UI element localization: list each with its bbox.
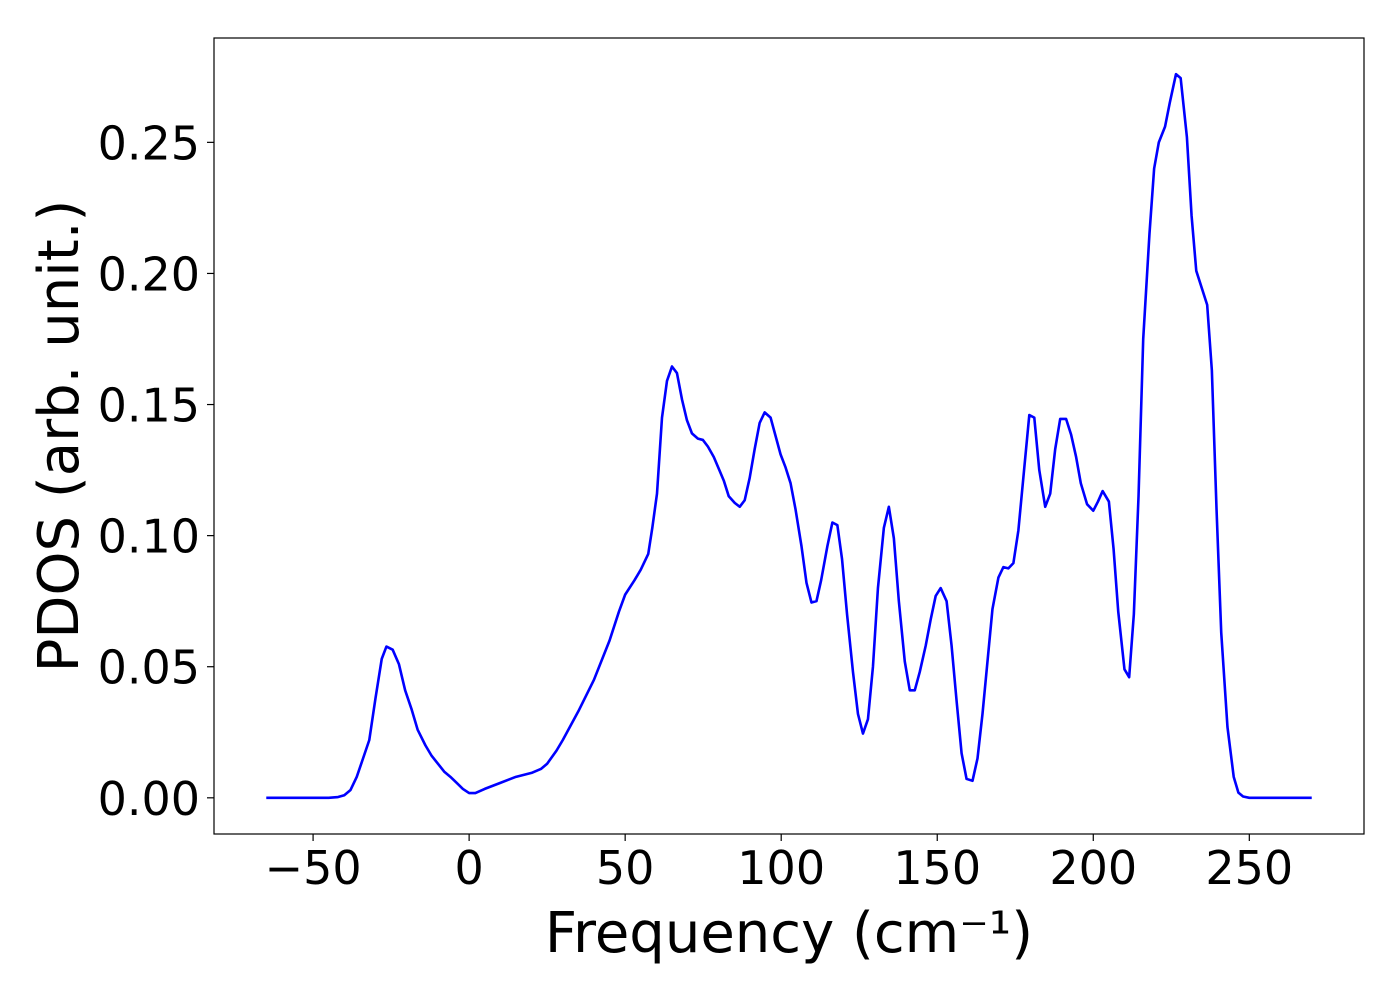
x-tick-label: 0 [454, 841, 483, 895]
y-tick-label: 0.15 [98, 379, 200, 433]
x-tick-label: 100 [737, 841, 825, 895]
x-tick-label: 200 [1049, 841, 1137, 895]
x-tick-label: −50 [265, 841, 362, 895]
y-tick-label: 0.00 [98, 772, 200, 826]
x-tick-label: 250 [1205, 841, 1293, 895]
x-tick-label: 50 [596, 841, 655, 895]
line [266, 72, 1312, 800]
y-tick-label: 0.10 [98, 510, 200, 564]
x-axis-label: Frequency (cm⁻¹) [545, 901, 1033, 966]
y-tick-label: 0.05 [98, 641, 200, 695]
y-tick-label: 0.25 [98, 116, 200, 170]
plot-frame [213, 37, 1365, 835]
x-tick-label: 150 [893, 841, 981, 895]
y-axis-label: PDOS (arb. unit.) [27, 200, 92, 673]
y-tick-label: 0.20 [98, 247, 200, 301]
